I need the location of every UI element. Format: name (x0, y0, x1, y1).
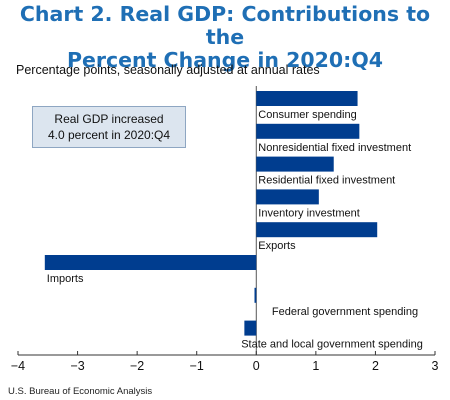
bar (256, 91, 358, 106)
x-tick-label: 1 (312, 359, 319, 373)
chart-title: Chart 2. Real GDP: Contributions to the … (0, 3, 450, 72)
source-note: U.S. Bureau of Economic Analysis (8, 386, 153, 397)
x-tick-label: 3 (432, 359, 439, 373)
bar (256, 222, 378, 238)
x-tick-label: 0 (253, 359, 260, 373)
bar-label: Nonresidential fixed investment (258, 142, 411, 154)
x-tick-label: −2 (130, 359, 144, 373)
bar-label: Imports (47, 273, 84, 285)
bar (256, 123, 360, 139)
x-tick-label: −4 (11, 359, 25, 373)
bar-label: Residential fixed investment (258, 175, 395, 187)
chart-subtitle: Percentage points, seasonally adjusted a… (16, 63, 320, 77)
bar-label: Exports (258, 240, 296, 252)
chart-title-line-1: Chart 2. Real GDP: Contributions to the (19, 2, 431, 49)
bar-label: Federal government spending (272, 306, 418, 318)
bar-label: State and local government spending (241, 339, 423, 351)
bar (256, 189, 319, 205)
callout-line-1: Real GDP increased (54, 112, 164, 126)
x-tick-label: −3 (70, 359, 84, 373)
bar-label: Consumer spending (258, 109, 356, 121)
chart-title-line-2: Percent Change in 2020:Q4 (66, 48, 384, 72)
gdp-callout-box: Real GDP increased 4.0 percent in 2020:Q… (32, 106, 186, 148)
bar (256, 156, 334, 172)
x-tick-label: −1 (190, 359, 204, 373)
callout-line-2: 4.0 percent in 2020:Q4 (47, 128, 171, 142)
bar (44, 255, 257, 270)
x-tick-label: 2 (372, 359, 379, 373)
bar (254, 287, 257, 303)
bar-label: Inventory investment (258, 207, 360, 219)
bar (244, 320, 257, 336)
